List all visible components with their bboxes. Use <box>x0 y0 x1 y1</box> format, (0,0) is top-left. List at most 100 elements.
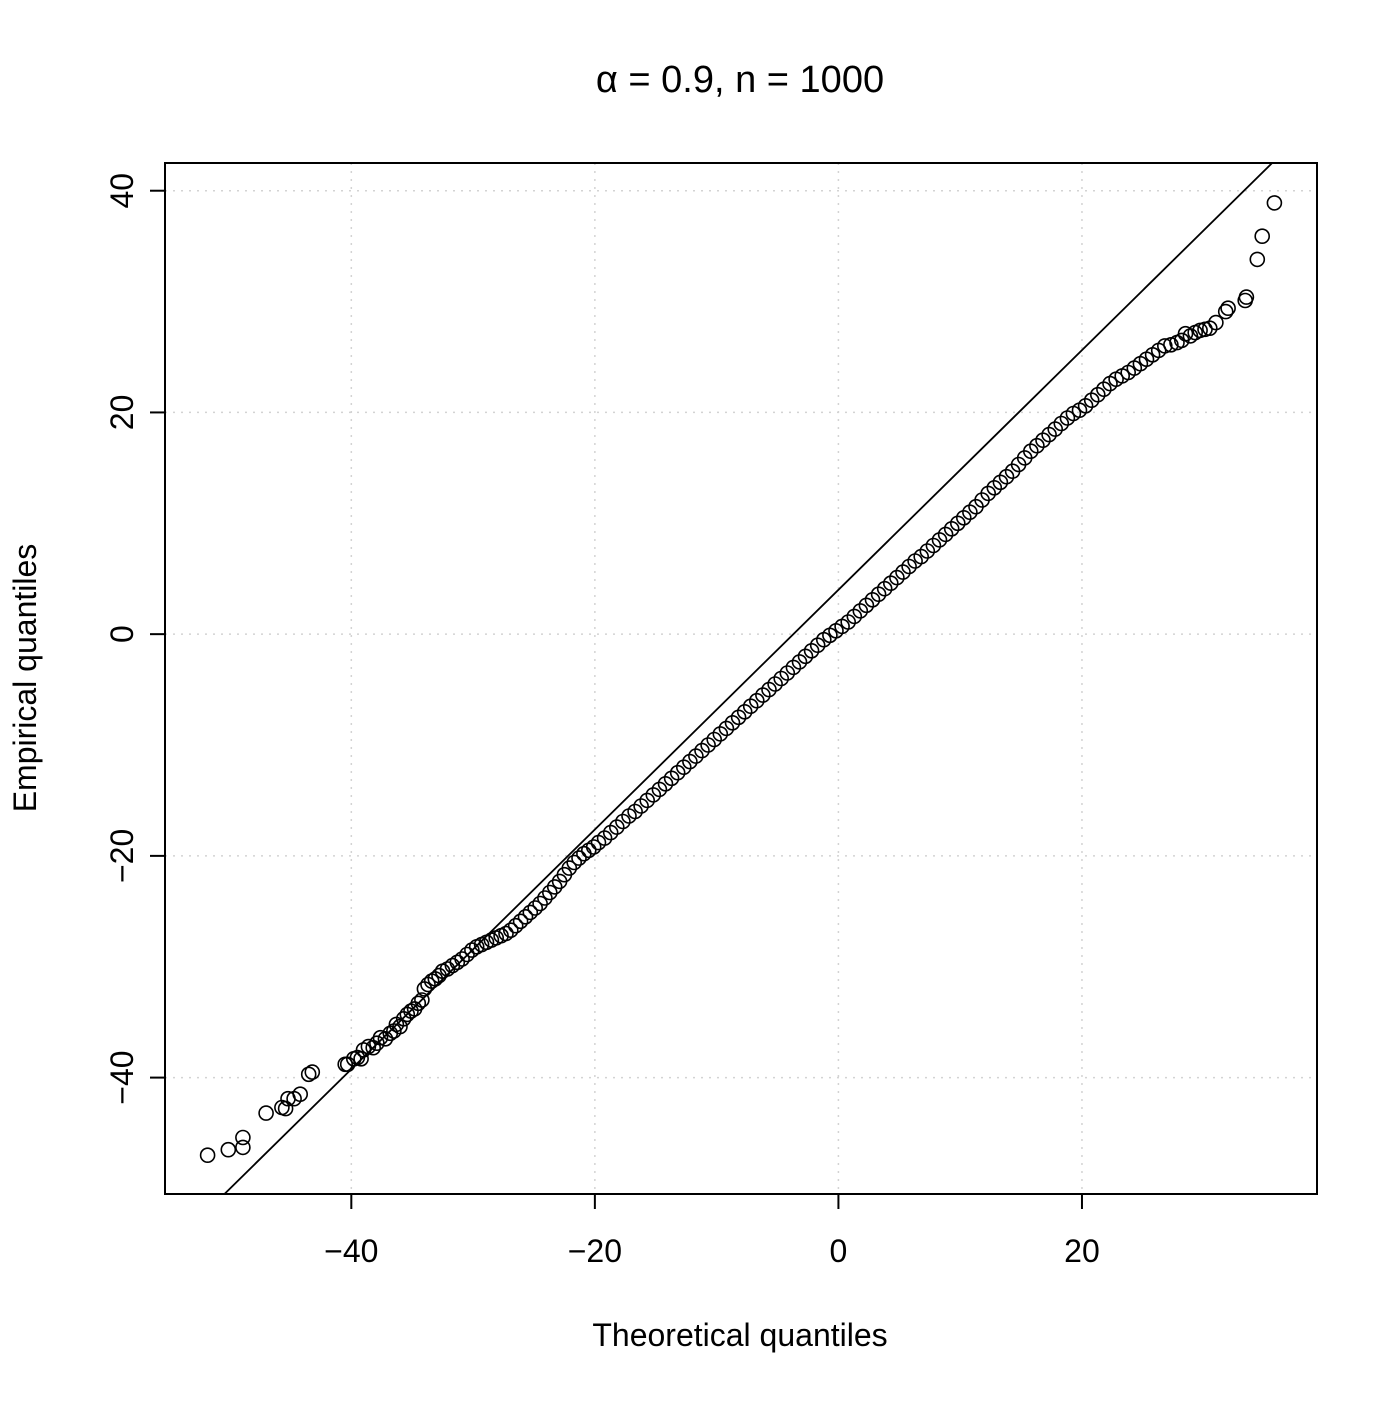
data-point <box>546 879 563 895</box>
data-point <box>300 1066 317 1083</box>
data-point <box>700 737 716 753</box>
data-point <box>365 1039 382 1056</box>
data-point <box>1208 314 1224 331</box>
data-point <box>1053 415 1070 432</box>
data-point <box>498 925 514 942</box>
data-point <box>353 1051 369 1067</box>
data-point <box>1217 303 1234 320</box>
data-point <box>706 731 723 748</box>
data-point <box>235 1139 251 1156</box>
data-point <box>803 642 820 659</box>
data-point <box>992 474 1009 491</box>
data-point <box>675 759 692 776</box>
data-point <box>580 842 597 859</box>
data-point <box>517 908 534 925</box>
data-point <box>585 839 602 855</box>
data-point <box>220 1141 237 1158</box>
data-point <box>522 904 539 921</box>
data-point <box>235 1129 251 1146</box>
data-point <box>258 1105 274 1121</box>
data-point <box>464 942 480 958</box>
data-point <box>608 819 625 835</box>
data-point <box>779 665 796 681</box>
data-point <box>773 670 790 687</box>
data-point <box>1029 437 1045 454</box>
plot-frame <box>164 162 1318 1195</box>
data-point <box>1096 381 1112 398</box>
data-point <box>852 603 869 619</box>
y-tick-label: 20 <box>104 395 140 431</box>
y-axis-label: Empirical quantiles <box>7 544 43 813</box>
data-point <box>797 648 814 665</box>
y-tick-label: −40 <box>104 1050 140 1104</box>
data-point <box>895 564 911 580</box>
data-point <box>615 813 631 830</box>
data-point <box>962 504 978 521</box>
data-point <box>304 1064 321 1080</box>
data-point <box>1220 300 1236 317</box>
data-point <box>1083 392 1100 409</box>
data-point <box>937 526 954 543</box>
data-point <box>998 468 1015 485</box>
data-point <box>410 995 427 1012</box>
data-point <box>925 537 942 554</box>
data-point <box>657 775 674 792</box>
data-point <box>730 709 747 726</box>
data-point <box>627 803 643 820</box>
x-tick-label: 0 <box>830 1233 848 1269</box>
data-point <box>377 1031 394 1047</box>
data-point <box>541 884 558 901</box>
data-point <box>712 726 729 742</box>
chart-title: α = 0.9, n = 1000 <box>596 59 884 101</box>
data-point <box>1157 338 1173 354</box>
y-tick-label: −20 <box>104 829 140 883</box>
data-point <box>663 770 680 787</box>
data-point <box>669 764 686 781</box>
data-point <box>277 1100 294 1117</box>
data-point <box>1047 421 1063 437</box>
data-points <box>199 195 1283 1163</box>
data-point <box>919 543 936 559</box>
x-tick-label: −40 <box>324 1233 378 1269</box>
data-point <box>1254 228 1270 244</box>
data-point <box>459 946 475 963</box>
x-axis-label: Theoretical quantiles <box>592 1317 887 1353</box>
data-point <box>955 509 972 526</box>
data-point <box>724 714 741 731</box>
x-tick-label: 20 <box>1064 1233 1100 1269</box>
data-point <box>742 698 759 715</box>
data-point <box>682 753 698 770</box>
data-point <box>767 676 783 692</box>
data-point <box>507 917 524 934</box>
data-point <box>870 586 887 603</box>
data-point <box>718 720 735 737</box>
data-point <box>791 654 808 670</box>
data-point <box>694 742 710 759</box>
data-point <box>532 895 548 912</box>
data-point <box>392 1018 408 1035</box>
data-point <box>651 781 668 798</box>
data-point <box>527 900 544 916</box>
data-point <box>199 1147 216 1163</box>
data-point <box>876 580 893 597</box>
data-point <box>901 558 917 575</box>
data-point <box>943 520 960 537</box>
data-point <box>414 992 430 1008</box>
data-point <box>1238 289 1255 305</box>
data-point <box>761 681 777 698</box>
y-tick-label: 40 <box>104 173 140 209</box>
data-point <box>889 569 905 586</box>
data-point <box>537 890 553 906</box>
y-tick-label: 0 <box>104 625 140 643</box>
data-point <box>645 787 662 803</box>
data-point <box>1090 386 1106 403</box>
data-point <box>755 687 771 703</box>
data-point <box>949 515 966 532</box>
x-axis: −40 −20 0 20 <box>324 1194 1100 1269</box>
data-point <box>736 703 753 720</box>
data-point <box>1041 426 1057 443</box>
data-point <box>512 913 529 930</box>
data-point <box>858 597 875 614</box>
